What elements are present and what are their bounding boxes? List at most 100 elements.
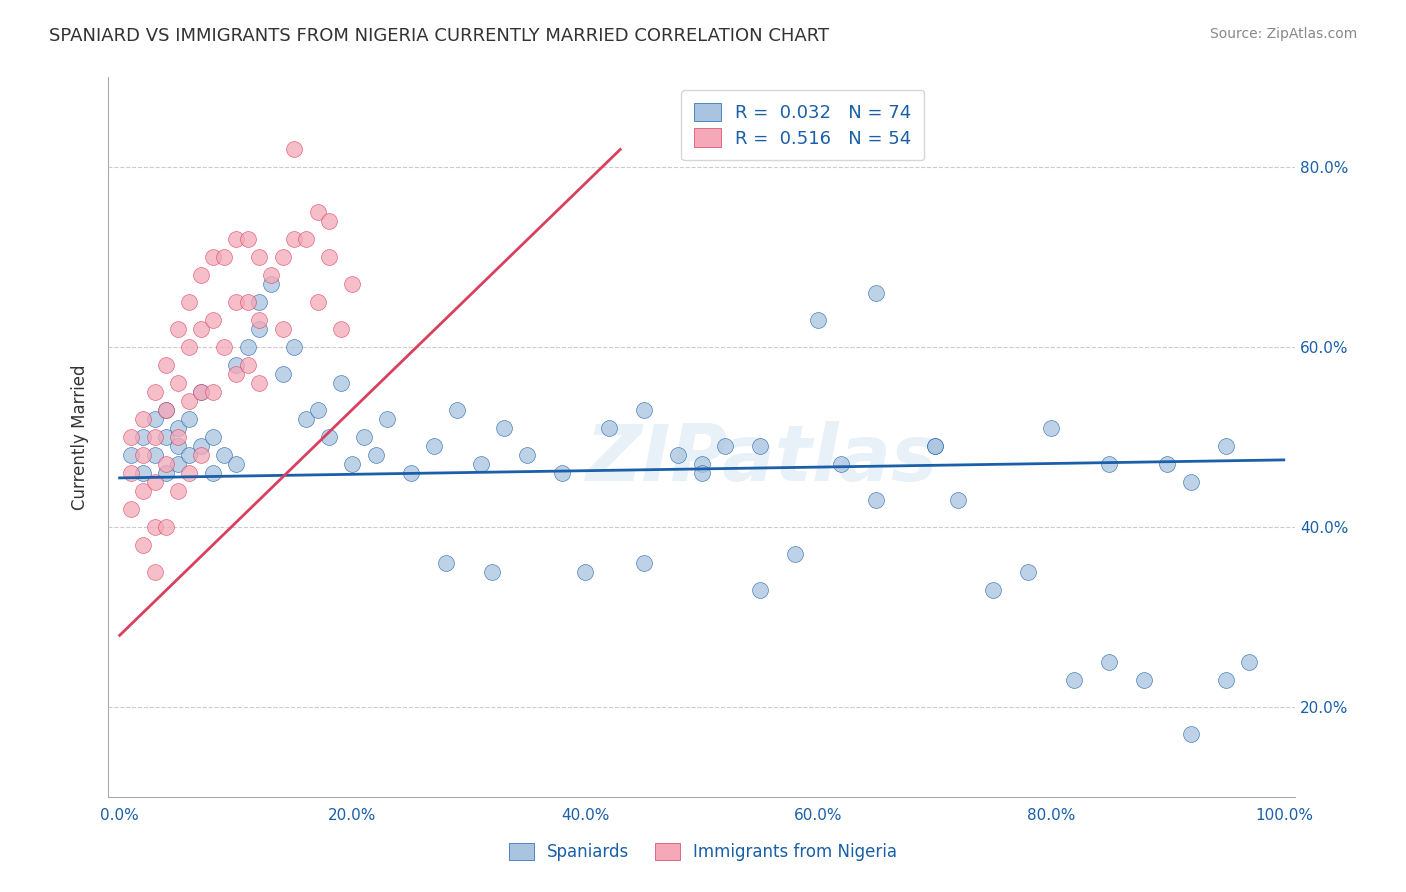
Point	[307, 205, 329, 219]
Point	[807, 313, 830, 327]
Text: Source: ZipAtlas.com: Source: ZipAtlas.com	[1209, 27, 1357, 41]
Point	[155, 430, 177, 444]
Point	[283, 232, 305, 246]
Point	[120, 467, 142, 481]
Point	[307, 403, 329, 417]
Point	[214, 449, 236, 463]
Point	[225, 232, 247, 246]
Point	[633, 403, 655, 417]
Point	[446, 403, 468, 417]
Point	[946, 493, 969, 508]
Point	[179, 467, 201, 481]
Point	[166, 458, 188, 472]
Point	[690, 467, 713, 481]
Point	[865, 493, 887, 508]
Point	[714, 439, 737, 453]
Point	[155, 403, 177, 417]
Point	[247, 251, 270, 265]
Point	[166, 322, 188, 336]
Text: ZIPatlas: ZIPatlas	[585, 421, 938, 497]
Point	[865, 286, 887, 301]
Point	[492, 421, 515, 435]
Point	[179, 340, 201, 354]
Point	[434, 557, 457, 571]
Point	[214, 251, 236, 265]
Point	[120, 449, 142, 463]
Point	[201, 467, 224, 481]
Point	[318, 214, 340, 228]
Point	[516, 449, 538, 463]
Point	[924, 439, 946, 453]
Point	[179, 412, 201, 426]
Point	[353, 430, 375, 444]
Point	[981, 583, 1004, 598]
Point	[179, 449, 201, 463]
Point	[166, 421, 188, 435]
Point	[155, 403, 177, 417]
Point	[1063, 673, 1085, 688]
Point	[201, 251, 224, 265]
Point	[1180, 475, 1202, 490]
Point	[260, 268, 283, 283]
Point	[783, 548, 806, 562]
Point	[342, 277, 364, 292]
Point	[329, 376, 352, 391]
Point	[179, 394, 201, 409]
Point	[143, 566, 166, 580]
Point	[748, 439, 770, 453]
Legend: Spaniards, Immigrants from Nigeria: Spaniards, Immigrants from Nigeria	[496, 830, 910, 875]
Point	[364, 449, 387, 463]
Point	[166, 484, 188, 499]
Point	[132, 430, 155, 444]
Point	[201, 313, 224, 327]
Point	[120, 430, 142, 444]
Point	[271, 368, 294, 382]
Point	[271, 251, 294, 265]
Point	[1215, 673, 1237, 688]
Point	[166, 439, 188, 453]
Point	[190, 268, 212, 283]
Point	[1237, 656, 1260, 670]
Point	[574, 566, 596, 580]
Point	[143, 520, 166, 534]
Point	[236, 359, 259, 373]
Point	[668, 449, 690, 463]
Point	[271, 322, 294, 336]
Point	[190, 385, 212, 400]
Point	[225, 458, 247, 472]
Point	[143, 430, 166, 444]
Point	[1098, 656, 1121, 670]
Legend: R =  0.032   N = 74, R =  0.516   N = 54: R = 0.032 N = 74, R = 0.516 N = 54	[681, 90, 924, 161]
Point	[260, 277, 283, 292]
Point	[247, 295, 270, 310]
Point	[132, 484, 155, 499]
Point	[1215, 439, 1237, 453]
Point	[155, 458, 177, 472]
Point	[155, 467, 177, 481]
Point	[143, 449, 166, 463]
Point	[132, 467, 155, 481]
Point	[481, 566, 503, 580]
Point	[748, 583, 770, 598]
Text: SPANIARD VS IMMIGRANTS FROM NIGERIA CURRENTLY MARRIED CORRELATION CHART: SPANIARD VS IMMIGRANTS FROM NIGERIA CURR…	[49, 27, 830, 45]
Point	[225, 359, 247, 373]
Point	[236, 232, 259, 246]
Point	[283, 340, 305, 354]
Point	[423, 439, 446, 453]
Point	[830, 458, 852, 472]
Point	[342, 458, 364, 472]
Point	[598, 421, 620, 435]
Point	[318, 251, 340, 265]
Y-axis label: Currently Married: Currently Married	[72, 365, 89, 510]
Point	[1156, 458, 1178, 472]
Point	[143, 385, 166, 400]
Point	[201, 430, 224, 444]
Point	[247, 322, 270, 336]
Point	[924, 439, 946, 453]
Point	[318, 430, 340, 444]
Point	[132, 449, 155, 463]
Point	[295, 412, 318, 426]
Point	[551, 467, 574, 481]
Point	[1098, 458, 1121, 472]
Point	[155, 359, 177, 373]
